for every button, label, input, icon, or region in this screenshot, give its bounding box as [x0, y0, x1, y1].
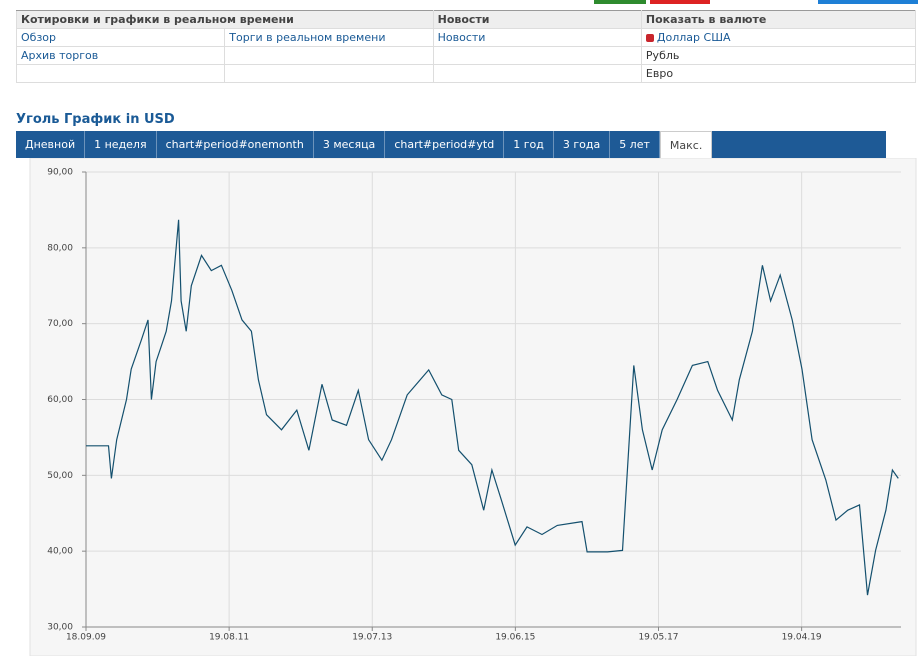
red-button[interactable] — [650, 0, 710, 4]
price-line — [86, 219, 899, 596]
x-tick-label: 18.09.09 — [66, 633, 106, 643]
chart: 30,00 40,00 50,00 60,00 70,00 80,00 90,00 18.09… — [29, 158, 917, 656]
header-table: Котировки и графики в реальном времени Н… — [15, 10, 917, 83]
y-tick-label: 60,00 — [47, 395, 73, 405]
tab[interactable]: chart#period#onemonth — [157, 131, 314, 158]
cell — [432, 46, 642, 65]
link[interactable]: Торги в реальном времени — [224, 28, 434, 47]
link[interactable]: Рубль — [640, 46, 917, 65]
tab[interactable]: 5 лет — [610, 131, 660, 158]
cell — [224, 64, 434, 83]
tab[interactable]: Макс. — [659, 131, 713, 158]
y-tick-label: 40,00 — [47, 547, 73, 557]
tab[interactable]: 3 года — [554, 131, 611, 158]
y-tick-label: 80,00 — [47, 243, 73, 253]
y-tick-label: 70,00 — [47, 319, 73, 329]
tab[interactable]: 3 месяца — [314, 131, 386, 158]
cell — [432, 64, 642, 83]
column-header: Котировки и графики в реальном времени — [16, 10, 434, 29]
currency-cell[interactable]: Доллар США — [640, 28, 917, 47]
chart-title: Уголь График in USD — [16, 112, 175, 127]
column-header: Новости — [432, 10, 642, 29]
y-tick-label: 90,00 — [47, 168, 73, 178]
chart-background — [29, 158, 917, 656]
tab[interactable]: 1 неделя — [85, 131, 157, 158]
link[interactable]: Обзор — [15, 28, 226, 47]
y-tick-label: 30,00 — [47, 623, 73, 633]
selected-icon — [645, 34, 654, 42]
column-header: Показать в валюте — [640, 10, 917, 29]
link[interactable]: Архив торгов — [15, 46, 226, 65]
cell — [15, 64, 226, 83]
x-tick-label: 19.08.11 — [209, 633, 249, 643]
tab[interactable]: Дневной — [16, 131, 86, 158]
green-button[interactable] — [594, 0, 646, 4]
x-tick-label: 19.06.15 — [495, 633, 535, 643]
x-tick-label: 19.04.19 — [782, 633, 822, 643]
cell — [224, 46, 434, 65]
tab-bar: Дневной 1 неделя chart#period#onemonth 3 ме… — [16, 131, 886, 158]
link[interactable]: Евро — [640, 64, 917, 83]
link[interactable]: Доллар США — [656, 31, 731, 44]
tab[interactable]: chart#period#ytd — [385, 131, 505, 158]
link[interactable]: Новости — [432, 28, 642, 47]
tab[interactable]: 1 год — [504, 131, 554, 158]
y-tick-label: 50,00 — [47, 471, 73, 481]
x-tick-label: 19.07.13 — [352, 633, 392, 643]
blue-button[interactable] — [818, 0, 918, 4]
x-tick-label: 19.05.17 — [638, 633, 678, 643]
